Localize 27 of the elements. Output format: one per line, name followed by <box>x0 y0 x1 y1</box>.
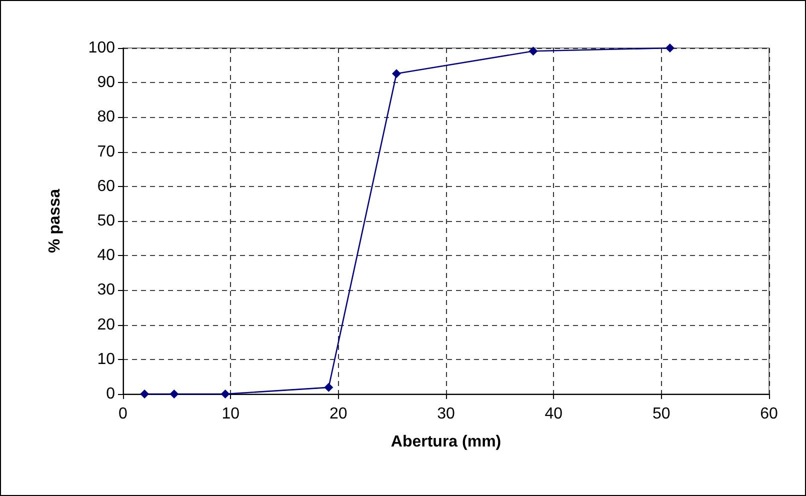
x-tick-label: 50 <box>652 406 670 422</box>
x-tick-label: 40 <box>544 406 563 422</box>
y-tick-label: 40 <box>97 247 116 264</box>
point <box>392 69 401 78</box>
point <box>528 46 538 56</box>
x-tick-label: 20 <box>329 406 348 422</box>
point <box>220 390 230 398</box>
y-tick-label: 0 <box>106 386 116 402</box>
y-tick-label: 20 <box>97 316 116 334</box>
y-tick-label: 50 <box>97 212 116 230</box>
y-tick-label: 90 <box>97 74 116 92</box>
x-tick-label: 0 <box>118 406 128 422</box>
point <box>170 390 179 398</box>
y-tick-label: 30 <box>97 282 116 299</box>
x-tick-label: 10 <box>222 406 240 422</box>
point <box>665 44 674 52</box>
point <box>140 390 150 398</box>
point <box>324 382 334 392</box>
y-axis-title: % passa <box>46 188 64 254</box>
y-tick-label: 10 <box>97 350 116 368</box>
x-tick-label: 60 <box>760 406 778 422</box>
y-tick-label: 80 <box>97 108 116 126</box>
x-axis-title: Abertura (mm) <box>390 434 502 450</box>
y-tick-label: 60 <box>97 178 116 195</box>
y-tick-label: 70 <box>97 143 116 160</box>
y-tick-label: 100 <box>88 40 116 56</box>
x-tick-label: 30 <box>437 406 455 422</box>
